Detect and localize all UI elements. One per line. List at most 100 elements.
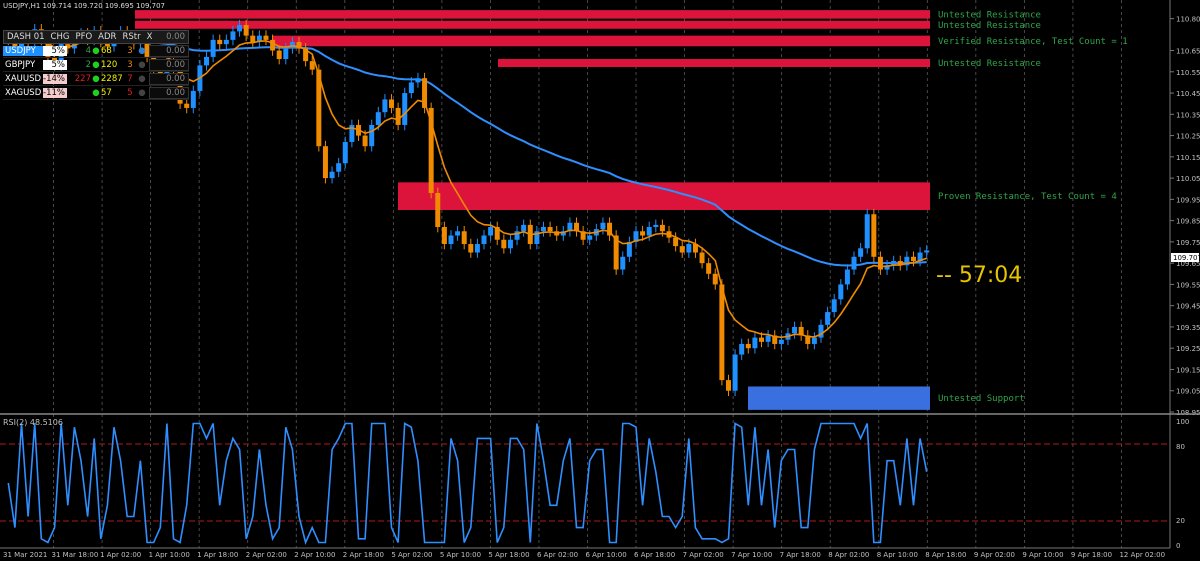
candle-body: [580, 231, 586, 240]
candle-body: [917, 252, 923, 262]
lot-input[interactable]: 0.00: [149, 44, 189, 57]
candle-body: [910, 256, 916, 262]
candle-body: [402, 93, 408, 125]
time-tick-label: 5 Apr 18:00: [488, 551, 529, 559]
zone-label: Untested Support: [938, 394, 1025, 404]
status-dot-icon: ●: [92, 73, 100, 84]
candle-body: [204, 56, 210, 66]
candle-body: [567, 222, 573, 232]
time-tick-label: 1 Apr 10:00: [149, 551, 190, 559]
candle-body: [772, 335, 778, 344]
status-dot-icon: ●: [92, 87, 100, 98]
dashboard-row-gbpjpy[interactable]: GBPJPY 5% 2 ● 120 3 ● 0.00: [3, 58, 189, 72]
candle-body: [342, 141, 348, 164]
candle-body: [303, 48, 309, 62]
dashboard-row-xauusd[interactable]: XAUUSD -14% 227 ● 2287 7 ● 0.00: [3, 72, 189, 86]
candle-body: [659, 224, 665, 232]
dash-input-header[interactable]: 0.00: [166, 32, 185, 42]
candle-body: [375, 112, 381, 125]
dashboard-panel[interactable]: DASH 01 CHG PFO ADR RStr X 0.00 USDJPY 5…: [3, 30, 189, 100]
candle-body: [336, 163, 342, 172]
rsi-axis: 100 80 20 0: [1176, 418, 1189, 550]
candle-body: [448, 235, 454, 245]
candle-body: [395, 107, 401, 125]
candle-body: [805, 335, 811, 344]
candle-body: [560, 231, 566, 236]
candle-body: [283, 48, 289, 60]
dashboard-row-usdjpy[interactable]: USDJPY 5% 4 ● 68 3 ● 0.00: [3, 44, 189, 58]
zone-label: Untested Resistance: [938, 21, 1041, 31]
candle-body: [547, 227, 553, 232]
lot-input[interactable]: 0.00: [149, 58, 189, 71]
candle-body: [455, 231, 461, 236]
candle-body: [276, 50, 282, 60]
candle-body: [488, 227, 494, 236]
candle-body: [349, 124, 355, 142]
rsi-tick-label: 0: [1176, 542, 1180, 550]
candle-body: [144, 39, 150, 57]
candle-body: [792, 326, 798, 334]
candle-body: [237, 25, 243, 32]
candle-body: [184, 103, 190, 108]
dash-header-rstr[interactable]: RStr: [122, 32, 141, 42]
pfo-value: 227: [74, 73, 91, 84]
time-tick-label: 31 Mar 2021: [3, 551, 47, 559]
candle-body: [256, 35, 262, 43]
adr-value: 2287: [101, 73, 123, 84]
candle-body: [673, 237, 679, 247]
candle-body: [217, 39, 223, 45]
candle-body: [441, 227, 447, 245]
time-tick-label: 8 Apr 18:00: [925, 551, 966, 559]
candle-body: [435, 192, 441, 228]
candle-body: [263, 35, 269, 40]
candle-body: [12, 39, 18, 49]
candle-body: [613, 235, 619, 270]
zone-label: Proven Resistance, Test Count = 4: [938, 192, 1117, 202]
time-tick-label: 8 Apr 10:00: [877, 551, 918, 559]
time-tick-label: 1 Apr 18:00: [197, 551, 238, 559]
rsi-tick-label: 100: [1176, 418, 1189, 426]
zone-resistance: [398, 182, 930, 210]
candle-body: [838, 284, 844, 300]
candle-body: [858, 248, 864, 257]
candle-body: [759, 337, 765, 342]
adr-value: 120: [101, 59, 118, 70]
dash-header-pfo[interactable]: PFO: [75, 32, 93, 42]
candle-body: [164, 61, 170, 81]
price-axis: 110.800 110.650 110.550 110.450 110.350 110.2…: [1170, 16, 1200, 417]
lot-input[interactable]: 0.00: [149, 72, 189, 85]
dash-close-button[interactable]: X: [146, 32, 153, 42]
candle-body: [534, 231, 540, 245]
lot-input[interactable]: 0.00: [149, 86, 189, 99]
price-tick-label: 109.850: [1176, 218, 1200, 226]
dash-header-adr[interactable]: ADR: [98, 32, 117, 42]
dash-header-chg[interactable]: CHG: [50, 32, 70, 42]
symbol-label[interactable]: USDJPY: [3, 45, 43, 56]
symbol-label[interactable]: GBPJPY: [5, 59, 36, 70]
symbol-label[interactable]: XAGUSD: [5, 87, 42, 98]
dashboard-row-xagusd[interactable]: XAGUSD -11% ● 57 5 ● 0.00: [3, 86, 189, 100]
candle-body: [871, 214, 877, 257]
candle-body: [316, 69, 322, 147]
candle-body: [270, 39, 276, 51]
dash-header-name[interactable]: DASH 01: [7, 32, 45, 42]
candle-body: [891, 261, 897, 266]
price-tick-label: 109.450: [1176, 303, 1200, 311]
time-tick-label: 6 Apr 02:00: [537, 551, 578, 559]
symbol-label[interactable]: XAUUSD: [5, 73, 42, 84]
price-tick-label: 109.150: [1176, 366, 1200, 374]
zone-resistance: [135, 10, 930, 19]
price-tick-label: 110.650: [1176, 48, 1200, 56]
signal-dot-icon: ●: [138, 59, 146, 70]
candle-body: [322, 146, 328, 179]
time-tick-label: 12 Apr 02:00: [1119, 551, 1165, 559]
candle-body: [725, 380, 731, 391]
zone-support: [748, 386, 930, 410]
candle-body: [646, 227, 652, 236]
candle-body: [514, 231, 520, 240]
candle-body: [243, 25, 249, 36]
signal-dot-icon: ●: [138, 87, 146, 98]
candle-body: [474, 244, 480, 253]
candle-body: [620, 256, 626, 270]
